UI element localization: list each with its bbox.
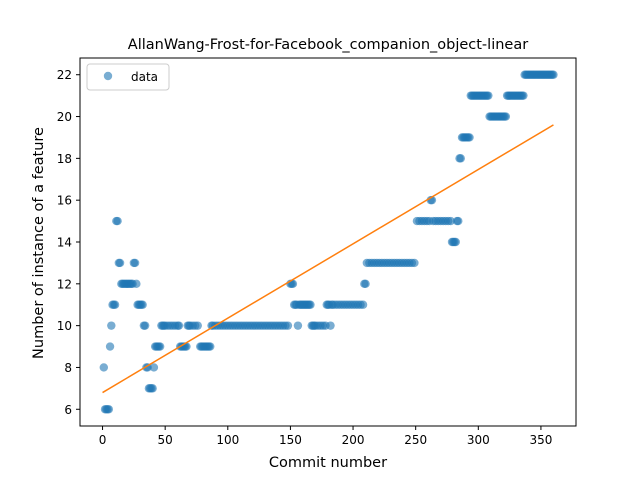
y-tick-label: 8 (64, 361, 72, 375)
x-axis-ticks: 0 50 100 150 200 250 300 350 (99, 426, 552, 447)
data-point (456, 154, 465, 163)
data-point (306, 300, 315, 309)
data-point (132, 279, 141, 289)
data-point (549, 70, 558, 79)
legend-box (86, 63, 170, 91)
data-point (174, 321, 184, 330)
x-tick-label: 100 (216, 433, 239, 447)
data-point (193, 321, 202, 330)
data-point (113, 216, 122, 226)
data-point (206, 342, 215, 351)
data-point (484, 91, 493, 100)
x-tick-label: 300 (467, 433, 490, 447)
data-point (110, 300, 120, 309)
x-tick-label: 250 (404, 433, 427, 447)
y-tick-label: 16 (57, 194, 72, 208)
y-tick-label: 20 (57, 110, 72, 124)
x-tick-label: 350 (529, 433, 552, 447)
data-point (465, 133, 474, 142)
x-tick-label: 0 (99, 433, 107, 447)
chart-title: AllanWang-Frost-for-Facebook_companion_o… (128, 37, 528, 53)
y-tick-label: 22 (57, 68, 72, 82)
y-tick-label: 10 (57, 319, 72, 333)
data-point (155, 342, 165, 351)
data-point (130, 258, 140, 268)
y-tick-label: 14 (57, 236, 72, 250)
legend: data (86, 63, 170, 91)
data-point (410, 258, 419, 268)
legend-marker (103, 71, 113, 81)
data-point (451, 237, 460, 247)
data-point (358, 300, 368, 309)
data-point (99, 363, 109, 372)
x-tick-label: 50 (158, 433, 173, 447)
x-tick-label: 200 (342, 433, 365, 447)
data-point (104, 405, 114, 414)
plot-area (99, 70, 558, 414)
data-point (115, 258, 125, 268)
data-point (107, 321, 116, 330)
data-point (140, 321, 150, 330)
y-tick-label: 6 (64, 403, 72, 417)
y-axis-label: Number of instance of a feature (31, 127, 47, 359)
data-point (501, 112, 511, 121)
data-point (446, 216, 455, 226)
data-point (138, 300, 147, 309)
data-point (148, 384, 157, 393)
data-point (149, 363, 159, 372)
y-axis-ticks: 6 8 10 12 14 16 18 20 22 (57, 68, 80, 417)
y-tick-label: 12 (57, 277, 72, 291)
y-tick-label: 18 (57, 152, 72, 166)
data-point (283, 321, 293, 330)
data-point (288, 279, 298, 289)
legend-label: data (131, 70, 158, 84)
data-point (105, 342, 115, 351)
fit-line (102, 124, 554, 394)
data-point (293, 321, 303, 330)
x-axis-label: Commit number (269, 455, 387, 471)
data-point (519, 91, 528, 100)
data-point (361, 279, 370, 289)
data-point (326, 321, 335, 330)
data-point (454, 216, 463, 226)
x-tick-label: 150 (279, 433, 302, 447)
